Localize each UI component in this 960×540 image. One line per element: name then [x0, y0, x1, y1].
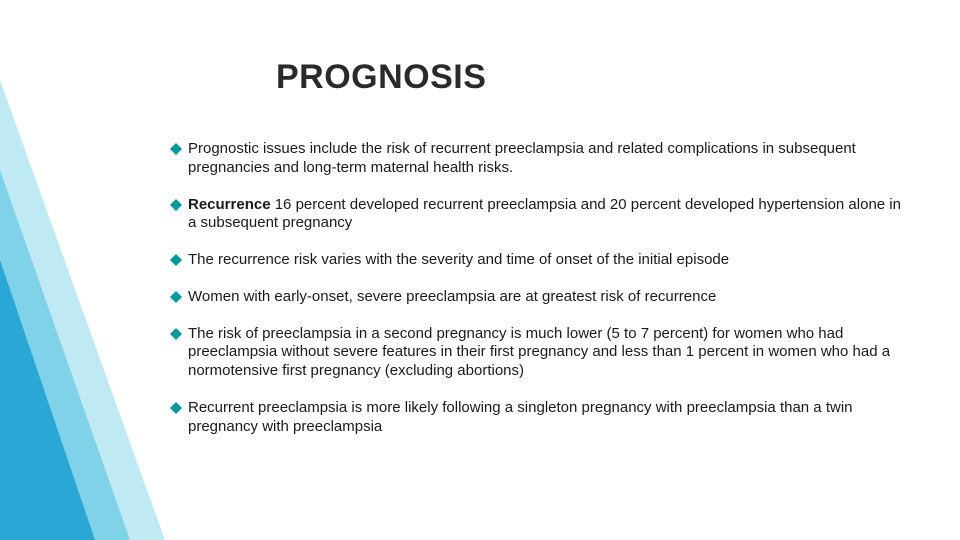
bullet-list: Prognostic issues include the risk of re…	[170, 140, 910, 454]
slide-title: PROGNOSIS	[276, 58, 486, 97]
bullet-text: Prognostic issues include the risk of re…	[188, 140, 910, 178]
bullet-bold: Recurrence	[188, 196, 271, 213]
bullet-text: The recurrence risk varies with the seve…	[188, 251, 910, 270]
bullet-text: The risk of preeclampsia in a second pre…	[188, 325, 910, 381]
bullet-text: Recurrent preeclampsia is more likely fo…	[188, 399, 910, 437]
list-item: Women with early-onset, severe preeclamp…	[170, 288, 910, 307]
bullet-text: Recurrence 16 percent developed recurren…	[188, 196, 910, 234]
list-item: Prognostic issues include the risk of re…	[170, 140, 910, 178]
bullet-icon	[170, 291, 182, 303]
bullet-rest: Prognostic issues include the risk of re…	[188, 140, 856, 176]
bullet-rest: Women with early-onset, severe preeclamp…	[188, 288, 716, 305]
list-item: The recurrence risk varies with the seve…	[170, 251, 910, 270]
list-item: Recurrent preeclampsia is more likely fo…	[170, 399, 910, 437]
bullet-icon	[170, 199, 182, 211]
bullet-icon	[170, 402, 182, 414]
bullet-icon	[170, 328, 182, 340]
bullet-rest: The recurrence risk varies with the seve…	[188, 251, 729, 268]
slide: PROGNOSIS Prognostic issues include the …	[0, 0, 960, 540]
list-item: Recurrence 16 percent developed recurren…	[170, 196, 910, 234]
bullet-rest: The risk of preeclampsia in a second pre…	[188, 325, 890, 380]
bullet-rest: 16 percent developed recurrent preeclamp…	[188, 196, 901, 232]
list-item: The risk of preeclampsia in a second pre…	[170, 325, 910, 381]
bullet-icon	[170, 254, 182, 266]
bullet-rest: Recurrent preeclampsia is more likely fo…	[188, 399, 853, 435]
bullet-icon	[170, 143, 182, 155]
bullet-text: Women with early-onset, severe preeclamp…	[188, 288, 910, 307]
